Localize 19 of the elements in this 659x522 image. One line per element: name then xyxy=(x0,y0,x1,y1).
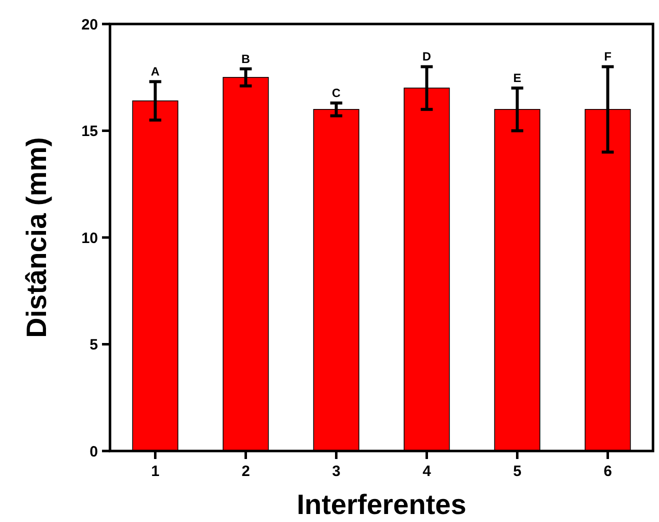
annotation: F xyxy=(604,50,612,64)
annotation: D xyxy=(422,50,432,64)
x-tick-label: 4 xyxy=(422,463,432,480)
annotation: A xyxy=(150,64,160,79)
x-tick-label: 3 xyxy=(332,463,340,480)
x-tick-label: 2 xyxy=(242,463,250,480)
y-tick-label: 15 xyxy=(81,123,98,140)
annotation: E xyxy=(513,71,522,86)
x-tick-label: 6 xyxy=(604,463,612,480)
y-tick-label: 0 xyxy=(90,443,98,460)
x-tick-label: 1 xyxy=(151,463,160,480)
y-axis-title: Distância (mm) xyxy=(21,137,52,338)
y-tick-label: 10 xyxy=(81,230,98,247)
annotation: C xyxy=(332,86,341,100)
x-tick-label: 5 xyxy=(513,463,522,480)
y-tick-label: 5 xyxy=(90,336,98,354)
x-axis-title: Interferentes xyxy=(296,489,466,520)
y-tick-label: 20 xyxy=(81,16,98,34)
annotation: B xyxy=(241,52,250,66)
